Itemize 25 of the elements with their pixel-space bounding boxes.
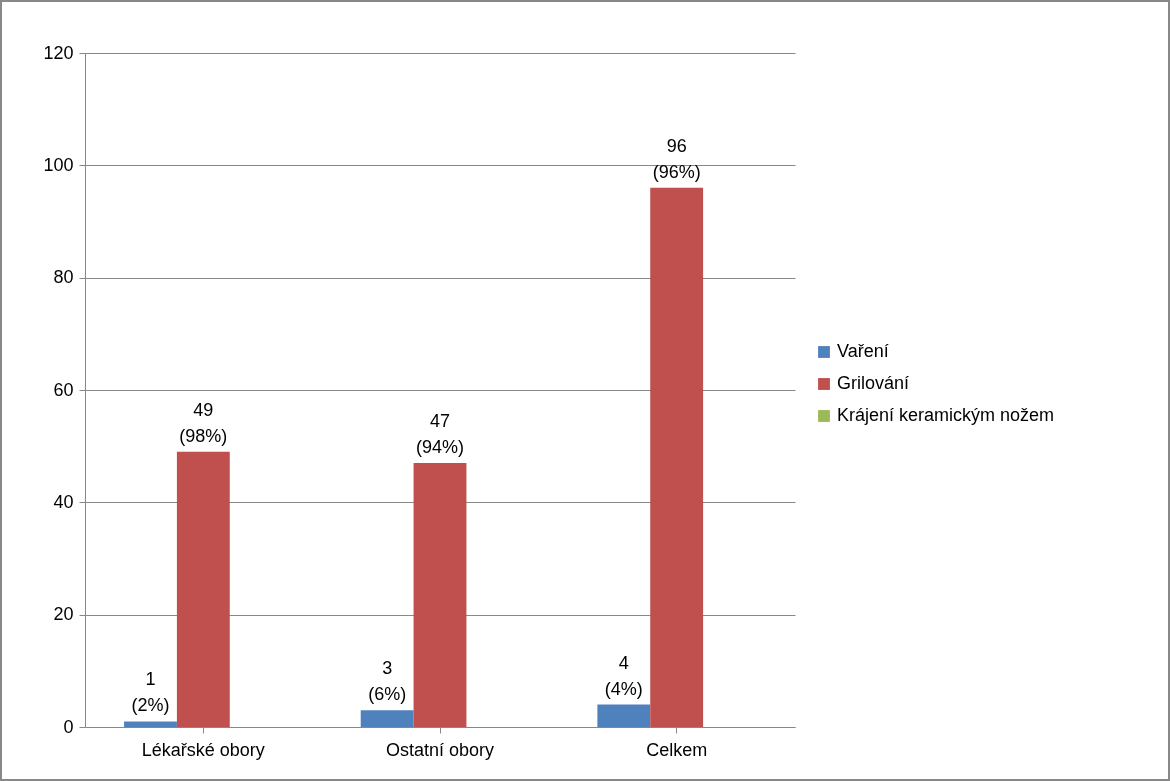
x-tick-label: Ostatní obory [385, 739, 495, 760]
y-tick-label: 60 [53, 379, 74, 400]
data-label: 47 (94%) [415, 411, 465, 458]
data-label: 3 (6%) [368, 658, 407, 705]
data-label: 1 (2%) [131, 669, 170, 716]
legend-label: Grilování [837, 373, 910, 393]
bar [597, 704, 651, 727]
y-tick-label: 80 [53, 267, 74, 288]
bar [124, 721, 177, 727]
bar [360, 710, 414, 727]
legend-label: Krájení keramickým nožem [837, 405, 1055, 425]
y-tick-label: 120 [43, 42, 74, 63]
y-tick-label: 20 [53, 604, 74, 625]
bar [413, 463, 467, 727]
bar [176, 451, 230, 727]
y-tick-label: 100 [43, 154, 74, 175]
legend-label: Vaření [837, 341, 889, 361]
data-label: 49 (98%) [179, 399, 228, 446]
data-label: 96 (96%) [652, 135, 701, 182]
y-tick-label: 40 [53, 491, 74, 512]
x-tick-label: Lékařské obory [141, 739, 265, 760]
x-tick-label: Celkem [646, 739, 708, 760]
data-label: 4 (4%) [604, 652, 643, 699]
y-tick-label: 0 [63, 716, 74, 737]
bar [650, 187, 704, 727]
